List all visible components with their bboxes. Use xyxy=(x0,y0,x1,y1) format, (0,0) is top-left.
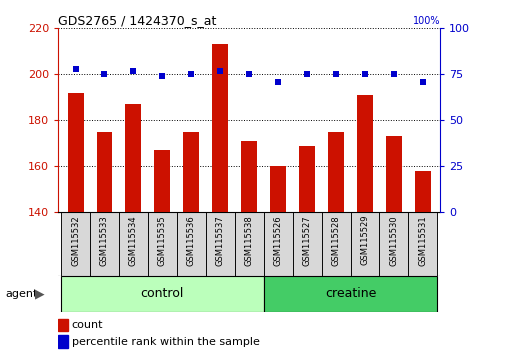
FancyBboxPatch shape xyxy=(234,212,263,276)
Bar xyxy=(58,319,68,331)
Point xyxy=(418,79,426,85)
FancyBboxPatch shape xyxy=(119,212,147,276)
FancyBboxPatch shape xyxy=(90,212,119,276)
Point xyxy=(100,72,109,77)
Bar xyxy=(357,95,372,212)
Bar xyxy=(68,93,83,212)
Text: GSM115529: GSM115529 xyxy=(360,215,369,266)
Point xyxy=(71,66,79,72)
FancyBboxPatch shape xyxy=(292,212,321,276)
FancyBboxPatch shape xyxy=(408,212,436,276)
Point xyxy=(158,73,166,79)
Point xyxy=(360,72,368,77)
Text: creatine: creatine xyxy=(324,287,375,300)
Point xyxy=(187,72,195,77)
FancyBboxPatch shape xyxy=(321,212,350,276)
Text: control: control xyxy=(140,287,184,300)
Point xyxy=(216,68,224,74)
Bar xyxy=(241,141,257,212)
Point xyxy=(389,72,397,77)
FancyBboxPatch shape xyxy=(263,276,436,312)
Bar xyxy=(58,335,68,348)
Bar xyxy=(183,132,199,212)
Text: count: count xyxy=(71,320,103,330)
Point xyxy=(274,79,282,85)
Text: GSM115538: GSM115538 xyxy=(244,215,253,266)
FancyBboxPatch shape xyxy=(61,276,263,312)
Bar xyxy=(96,132,112,212)
Text: agent: agent xyxy=(5,289,37,299)
Text: GSM115527: GSM115527 xyxy=(302,215,311,266)
Bar xyxy=(298,145,315,212)
FancyBboxPatch shape xyxy=(147,212,177,276)
FancyBboxPatch shape xyxy=(61,212,90,276)
FancyBboxPatch shape xyxy=(206,212,234,276)
Bar xyxy=(212,44,228,212)
Text: GSM115533: GSM115533 xyxy=(100,215,109,266)
Point xyxy=(331,72,339,77)
Text: GSM115530: GSM115530 xyxy=(389,215,397,266)
Text: GSM115532: GSM115532 xyxy=(71,215,80,266)
Bar xyxy=(414,171,430,212)
Text: 100%: 100% xyxy=(412,17,439,27)
FancyBboxPatch shape xyxy=(177,212,206,276)
Point xyxy=(245,72,253,77)
Text: GSM115537: GSM115537 xyxy=(215,215,224,266)
Text: ▶: ▶ xyxy=(35,287,45,300)
Text: GSM115531: GSM115531 xyxy=(418,215,427,266)
Text: percentile rank within the sample: percentile rank within the sample xyxy=(71,337,259,347)
FancyBboxPatch shape xyxy=(350,212,379,276)
Point xyxy=(302,72,311,77)
FancyBboxPatch shape xyxy=(263,212,292,276)
Bar xyxy=(125,104,141,212)
Text: GDS2765 / 1424370_s_at: GDS2765 / 1424370_s_at xyxy=(58,14,216,27)
Text: GSM115528: GSM115528 xyxy=(331,215,340,266)
Text: GSM115534: GSM115534 xyxy=(129,215,138,266)
Text: GSM115536: GSM115536 xyxy=(186,215,195,266)
Bar xyxy=(270,166,285,212)
Bar xyxy=(385,136,401,212)
Bar xyxy=(327,132,343,212)
FancyBboxPatch shape xyxy=(379,212,408,276)
Text: GSM115526: GSM115526 xyxy=(273,215,282,266)
Bar xyxy=(154,150,170,212)
Text: GSM115535: GSM115535 xyxy=(158,215,167,266)
Point xyxy=(129,68,137,74)
